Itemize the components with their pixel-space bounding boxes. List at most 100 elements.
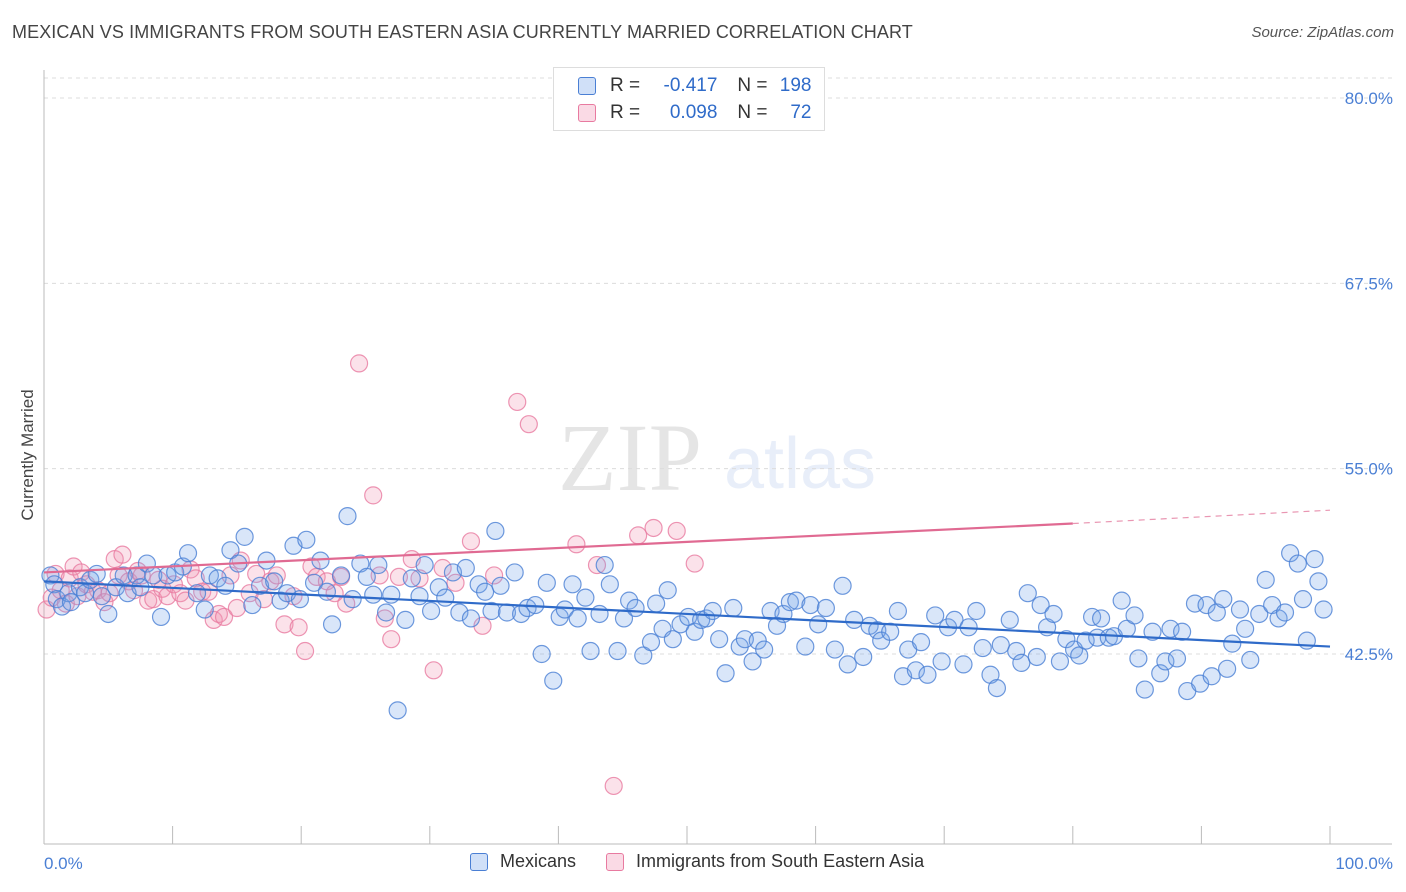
data-point <box>644 518 663 538</box>
data-point <box>1031 595 1050 615</box>
data-point <box>555 600 574 619</box>
data-point <box>780 593 799 612</box>
data-point <box>375 609 394 628</box>
data-point <box>537 573 556 592</box>
data-point <box>1018 584 1037 603</box>
data-point <box>113 545 132 564</box>
data-point <box>918 665 937 684</box>
data-point <box>61 593 81 612</box>
data-point <box>658 581 677 600</box>
data-point <box>195 600 214 619</box>
data-point <box>595 555 614 575</box>
data-point <box>209 604 228 624</box>
legend-n-value: 72 <box>790 102 812 123</box>
data-point <box>629 526 648 545</box>
watermark-zip: ZIP <box>558 404 702 511</box>
data-point <box>271 591 290 610</box>
data-point <box>1082 607 1102 627</box>
data-point <box>906 661 926 680</box>
trend-line-seasia-extrapolated <box>1072 509 1331 525</box>
data-point <box>250 576 270 595</box>
data-point <box>1125 606 1144 625</box>
data-point <box>743 652 762 671</box>
data-point <box>382 585 401 604</box>
data-point <box>626 598 645 618</box>
data-point <box>1000 610 1019 629</box>
data-point <box>671 615 690 634</box>
data-point <box>1156 652 1175 671</box>
data-point <box>456 558 475 578</box>
data-point <box>911 633 931 652</box>
data-point <box>461 609 481 628</box>
data-point <box>825 640 844 659</box>
pink-series-points <box>37 354 704 796</box>
data-point <box>424 661 443 680</box>
data-point <box>1007 641 1026 661</box>
data-point <box>568 609 587 628</box>
data-point <box>809 615 828 634</box>
data-point <box>289 618 308 637</box>
data-point <box>243 595 262 615</box>
data-point <box>235 527 254 546</box>
data-point <box>221 541 240 560</box>
y-tick-label: 67.5% <box>1345 274 1393 293</box>
data-point <box>954 655 973 674</box>
data-point <box>1044 604 1063 624</box>
data-point <box>92 587 111 606</box>
data-point <box>304 573 324 592</box>
data-point <box>297 530 316 549</box>
data-point <box>295 641 315 661</box>
data-point <box>801 595 820 615</box>
data-point <box>87 564 106 584</box>
data-point <box>364 486 383 505</box>
data-point <box>461 532 481 551</box>
data-point <box>421 601 441 621</box>
data-point <box>724 598 743 618</box>
data-point <box>932 652 951 671</box>
data-point <box>685 622 704 641</box>
data-point <box>881 622 900 641</box>
legend-n-value: 198 <box>779 75 812 96</box>
data-point <box>1241 650 1260 670</box>
data-point <box>364 585 383 604</box>
data-point <box>322 615 342 634</box>
data-point <box>475 582 495 601</box>
data-point <box>1151 664 1170 683</box>
data-point <box>1112 591 1131 610</box>
legend-swatch-blue <box>578 77 596 95</box>
data-point <box>685 554 704 573</box>
y-tick-labels: 42.5% 55.0% 67.5% 80.0% <box>1345 89 1393 664</box>
data-point <box>208 569 227 588</box>
data-point <box>663 630 682 649</box>
data-point <box>109 566 128 585</box>
data-point <box>317 582 337 601</box>
data-point <box>376 603 396 622</box>
data-point <box>275 615 294 634</box>
x-tick-label: 100.0% <box>1335 854 1393 873</box>
data-point <box>178 544 198 563</box>
data-point <box>608 641 627 661</box>
trend-line-mexicans <box>43 580 1331 648</box>
source-label: Source: ZipAtlas.com <box>1251 24 1394 41</box>
data-point <box>888 601 908 621</box>
data-point <box>1143 622 1162 641</box>
data-point <box>991 636 1010 655</box>
data-point <box>641 633 661 652</box>
y-tick-label: 55.0% <box>1345 460 1393 479</box>
data-point <box>1314 600 1333 619</box>
data-point <box>1012 653 1031 672</box>
data-point <box>1173 622 1192 641</box>
legend-label: Mexicans <box>500 851 577 871</box>
data-point <box>450 603 469 622</box>
data-point <box>1214 590 1233 609</box>
legend-swatch-blue <box>470 852 488 871</box>
data-point <box>338 507 357 526</box>
data-point <box>1050 652 1070 671</box>
data-point <box>343 590 362 609</box>
data-point <box>187 584 207 603</box>
data-point <box>581 641 600 661</box>
data-point <box>1161 619 1180 638</box>
data-point <box>1197 595 1216 615</box>
legend-r-value: 0.098 <box>669 102 718 123</box>
data-point <box>410 587 429 606</box>
